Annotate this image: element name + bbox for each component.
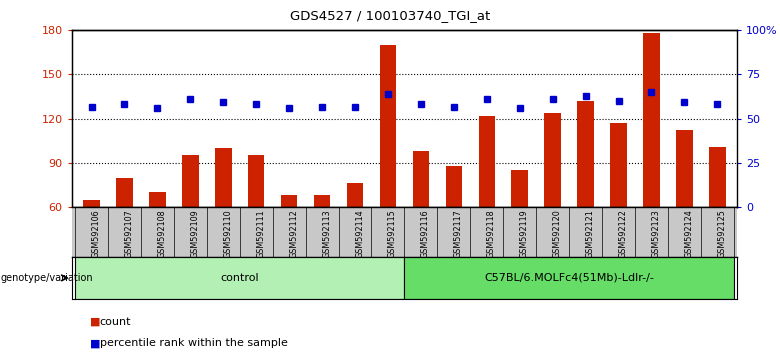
Text: GSM592115: GSM592115: [388, 210, 397, 258]
Text: percentile rank within the sample: percentile rank within the sample: [100, 338, 288, 348]
Text: GSM592112: GSM592112: [289, 210, 298, 258]
Text: GSM592116: GSM592116: [421, 210, 430, 258]
Bar: [709, 147, 725, 296]
Text: GDS4527 / 100103740_TGI_at: GDS4527 / 100103740_TGI_at: [290, 9, 490, 22]
Bar: [215, 148, 232, 296]
Text: GSM592107: GSM592107: [125, 210, 133, 258]
Text: GSM592118: GSM592118: [487, 210, 496, 258]
Bar: [544, 113, 561, 296]
Bar: [644, 33, 660, 296]
Bar: [512, 170, 528, 296]
Text: GSM592122: GSM592122: [619, 210, 628, 258]
Text: GSM592124: GSM592124: [684, 210, 693, 258]
Bar: [75, 257, 404, 299]
Bar: [248, 155, 264, 296]
Bar: [479, 116, 495, 296]
Text: ■: ■: [90, 338, 100, 348]
Bar: [676, 130, 693, 296]
Text: GSM592106: GSM592106: [91, 210, 101, 258]
Text: ■: ■: [90, 317, 100, 327]
Bar: [149, 192, 165, 296]
Text: GSM592108: GSM592108: [158, 210, 166, 258]
Bar: [404, 257, 734, 299]
Text: GSM592110: GSM592110: [223, 210, 232, 258]
Bar: [445, 166, 462, 296]
Bar: [116, 178, 133, 296]
Text: GSM592111: GSM592111: [256, 210, 265, 258]
Bar: [182, 155, 199, 296]
Text: control: control: [221, 273, 259, 283]
Bar: [610, 123, 627, 296]
Text: C57BL/6.MOLFc4(51Mb)-Ldlr-/-: C57BL/6.MOLFc4(51Mb)-Ldlr-/-: [484, 273, 654, 283]
Text: count: count: [100, 317, 131, 327]
Bar: [347, 183, 363, 296]
Text: GSM592117: GSM592117: [454, 210, 463, 258]
Bar: [281, 195, 297, 296]
Bar: [380, 45, 396, 296]
Bar: [413, 151, 429, 296]
Text: GSM592120: GSM592120: [553, 210, 562, 258]
Bar: [314, 195, 330, 296]
Text: genotype/variation: genotype/variation: [1, 273, 94, 283]
Text: GSM592109: GSM592109: [190, 210, 200, 258]
Text: GSM592113: GSM592113: [322, 210, 331, 258]
Text: GSM592123: GSM592123: [651, 210, 661, 258]
Text: GSM592119: GSM592119: [519, 210, 529, 258]
Text: GSM592114: GSM592114: [355, 210, 364, 258]
Text: GSM592121: GSM592121: [586, 210, 594, 258]
Bar: [577, 101, 594, 296]
Bar: [83, 200, 100, 296]
Text: GSM592125: GSM592125: [718, 210, 726, 258]
